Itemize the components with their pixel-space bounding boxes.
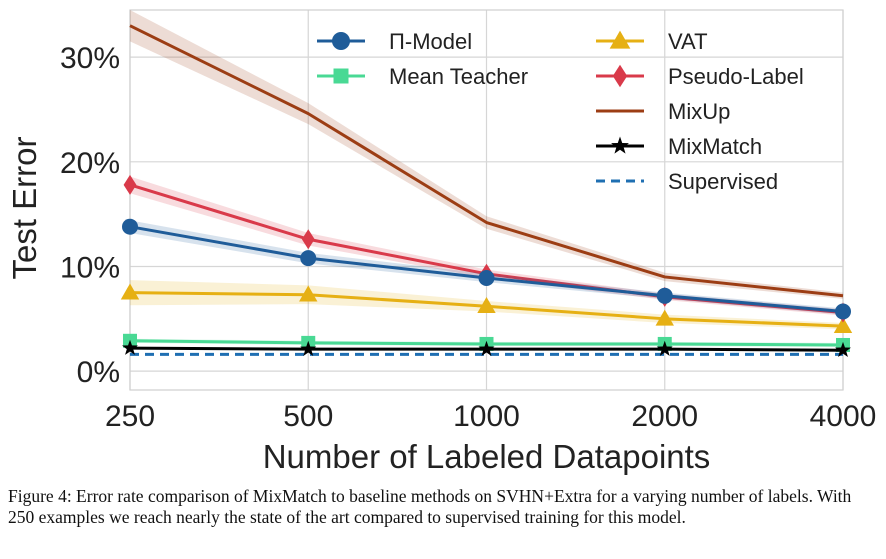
data-point-pi-model — [478, 269, 495, 286]
legend-marker-mean-teacher — [333, 68, 349, 84]
legend-label-vat: VAT — [668, 29, 708, 54]
x-tick-label: 250 — [105, 400, 155, 433]
data-point-vat — [655, 309, 674, 326]
series-line-mixup — [129, 24, 844, 298]
data-point-pi-model — [835, 303, 851, 320]
legend: Π-Model Mean Teacher VAT Pseudo-Label MixUp M… — [317, 29, 804, 194]
x-tick-label: 1000 — [453, 400, 520, 433]
series-pi-model — [122, 218, 851, 320]
legend-label-mean-teacher: Mean Teacher — [389, 64, 528, 89]
data-point-vat — [120, 283, 140, 300]
legend-item-pseudo-label: Pseudo-Label — [596, 64, 804, 89]
legend-item-supervised: Supervised — [596, 169, 778, 194]
legend-item-mixup: MixUp — [596, 99, 730, 124]
legend-label-mixup: MixUp — [668, 99, 730, 124]
data-point-mixmatch — [656, 340, 673, 356]
legend-item-mean-teacher: Mean Teacher — [317, 64, 528, 89]
legend-item-pi-model: Π-Model — [317, 29, 472, 54]
data-point-vat — [299, 285, 318, 302]
legend-label-pi-model: Π-Model — [389, 29, 472, 54]
legend-marker-pi-model — [332, 32, 350, 50]
plot-frame — [129, 9, 844, 391]
y-axis-label: Test Error — [6, 136, 43, 279]
legend-marker-vat — [609, 30, 631, 49]
series-vat — [120, 280, 853, 333]
legend-item-vat: VAT — [596, 29, 708, 54]
data-point-pseudo-label — [123, 174, 137, 195]
data-point-mixmatch — [122, 339, 138, 355]
data-point-pi-model — [122, 218, 138, 235]
data-point-mixmatch — [300, 340, 317, 356]
figure-caption: Figure 4: Error rate comparison of MixMa… — [8, 486, 852, 527]
data-point-vat — [833, 316, 853, 333]
series-mixmatch — [122, 339, 851, 358]
chart-container: 250 500 1000 2000 4000 0% 10% 20% 30% Number of L… — [6, 9, 877, 475]
legend-item-mixmatch: MixMatch — [596, 134, 762, 159]
data-point-pi-model — [300, 250, 317, 267]
legend-label-mixmatch: MixMatch — [668, 134, 762, 159]
legend-label-supervised: Supervised — [668, 169, 778, 194]
data-point-pi-model — [656, 287, 673, 304]
data-point-vat — [477, 297, 496, 314]
series-mixup — [129, 10, 844, 299]
y-tick-label: 10% — [60, 251, 120, 284]
x-tick-label: 500 — [283, 400, 333, 433]
y-tick-label: 30% — [60, 42, 120, 75]
data-point-mixmatch — [478, 340, 495, 356]
data-point-pseudo-label — [301, 229, 315, 250]
x-axis-label: Number of Labeled Datapoints — [263, 438, 711, 475]
legend-marker-pseudo-label — [612, 64, 628, 88]
x-tick-label: 4000 — [810, 400, 877, 433]
x-tick-label: 2000 — [631, 400, 698, 433]
line-chart: 250 500 1000 2000 4000 0% 10% 20% 30% Number of L… — [6, 9, 877, 475]
legend-label-pseudo-label: Pseudo-Label — [668, 64, 804, 89]
y-tick-label: 20% — [60, 147, 120, 180]
legend-marker-mixmatch — [611, 136, 629, 154]
data-point-mixmatch — [835, 341, 851, 358]
y-tick-label: 0% — [77, 356, 120, 389]
